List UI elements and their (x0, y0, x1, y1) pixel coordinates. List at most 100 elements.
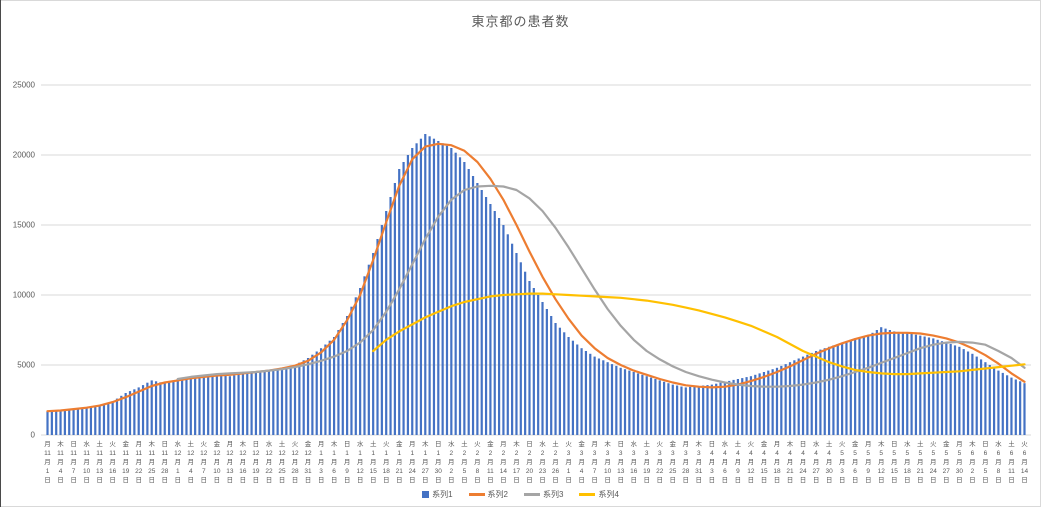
bar (619, 367, 622, 435)
bar (728, 380, 731, 435)
bar (484, 197, 488, 435)
bar (880, 327, 883, 435)
bar (428, 136, 431, 436)
x-tick-label: 土 5 月 21 日 (917, 439, 925, 484)
bar (736, 379, 740, 435)
bar (849, 339, 852, 435)
bar (615, 365, 618, 435)
bar (715, 383, 718, 435)
bar (120, 395, 123, 435)
bar (975, 356, 978, 435)
bar (893, 331, 896, 435)
line-series-系列3[interactable] (176, 184, 1026, 388)
x-tick-label: 日 12 月 19 日 (252, 440, 260, 484)
x-tick-label: 日 1 月 30 日 (435, 440, 443, 484)
bar (176, 379, 179, 435)
bar (628, 370, 631, 435)
legend-item-系列4[interactable]: 系列4 (579, 489, 619, 500)
bar (306, 358, 310, 435)
bar (85, 407, 88, 435)
bar-series[interactable] (46, 134, 1026, 436)
bar (471, 176, 475, 435)
bar (398, 169, 401, 435)
bar (836, 344, 839, 435)
legend-label: 系列3 (543, 490, 564, 499)
legend-item-系列3[interactable]: 系列3 (524, 489, 563, 500)
bar (589, 353, 592, 435)
line-series-系列2[interactable] (46, 142, 1026, 413)
legend-item-系列1[interactable]: 系列1 (422, 489, 453, 500)
bar (220, 375, 223, 435)
bar (671, 384, 674, 435)
bar (775, 367, 779, 435)
bar (723, 381, 726, 435)
bar (254, 372, 258, 435)
x-tick-label: 金 12 月 31 日 (304, 439, 312, 484)
legend-line-marker-icon (524, 493, 540, 496)
bar (984, 362, 987, 435)
bar (945, 342, 948, 435)
x-tick-label: 木 11 月 4 日 (57, 439, 64, 484)
x-tick-label: 月 4 月 18 日 (773, 440, 781, 484)
bar (354, 297, 357, 435)
x-tick-label: 土 6 月 11 日 (1008, 439, 1015, 484)
x-tick-label: 土 11 月 13 日 (96, 439, 104, 484)
bar (445, 145, 449, 435)
bar (150, 380, 153, 435)
x-tick-label: 土 3 月 19 日 (643, 439, 651, 484)
sheet-edge-line (0, 0, 1, 507)
bar (185, 378, 188, 435)
x-tick-label: 金 5 月 27 日 (943, 439, 951, 484)
y-tick-label: 15000 (13, 221, 36, 230)
bar (450, 148, 453, 435)
bar (558, 327, 561, 435)
bar (437, 141, 440, 435)
x-tick-label: 月 11 月 22 日 (135, 440, 143, 484)
legend-item-系列2[interactable]: 系列2 (468, 489, 508, 500)
x-tick-label: 木 2 月 17 日 (513, 439, 521, 484)
y-tick-label: 5000 (17, 361, 35, 370)
bar (480, 190, 483, 435)
bar (393, 183, 396, 435)
bar (111, 401, 114, 435)
legend-bar-marker-icon (422, 491, 430, 498)
bar (137, 387, 140, 435)
x-tick-label: 木 4 月 21 日 (786, 439, 794, 484)
bar (328, 340, 331, 435)
line-series-系列4[interactable] (372, 292, 1026, 376)
bar (906, 332, 909, 435)
x-tick-label: 金 4 月 15 日 (760, 439, 768, 484)
bar (385, 211, 388, 435)
y-tick-label: 10000 (13, 291, 36, 300)
bar (992, 367, 996, 435)
bar (1014, 379, 1017, 435)
bar (823, 348, 826, 435)
bar (528, 281, 531, 435)
bar (224, 375, 227, 435)
bar (59, 409, 62, 435)
x-tick-label: 火 4 月 12 日 (747, 441, 755, 484)
x-tick-label: 日 11 月 7 日 (70, 440, 77, 484)
x-tick-label: 月 1 月 24 日 (409, 440, 417, 484)
bar (415, 143, 418, 436)
bar (50, 410, 53, 435)
bar (476, 183, 479, 435)
bar (298, 362, 301, 435)
bar (280, 367, 284, 435)
bar (159, 382, 162, 435)
x-tick-label: 土 4 月 30 日 (825, 439, 833, 484)
bar (502, 225, 505, 435)
x-tick-label: 月 11 月 1 日 (44, 440, 51, 484)
bar (888, 330, 891, 435)
x-tick-label: 土 2 月 26 日 (552, 439, 560, 484)
x-tick-label: 水 11 月 10 日 (83, 439, 91, 484)
